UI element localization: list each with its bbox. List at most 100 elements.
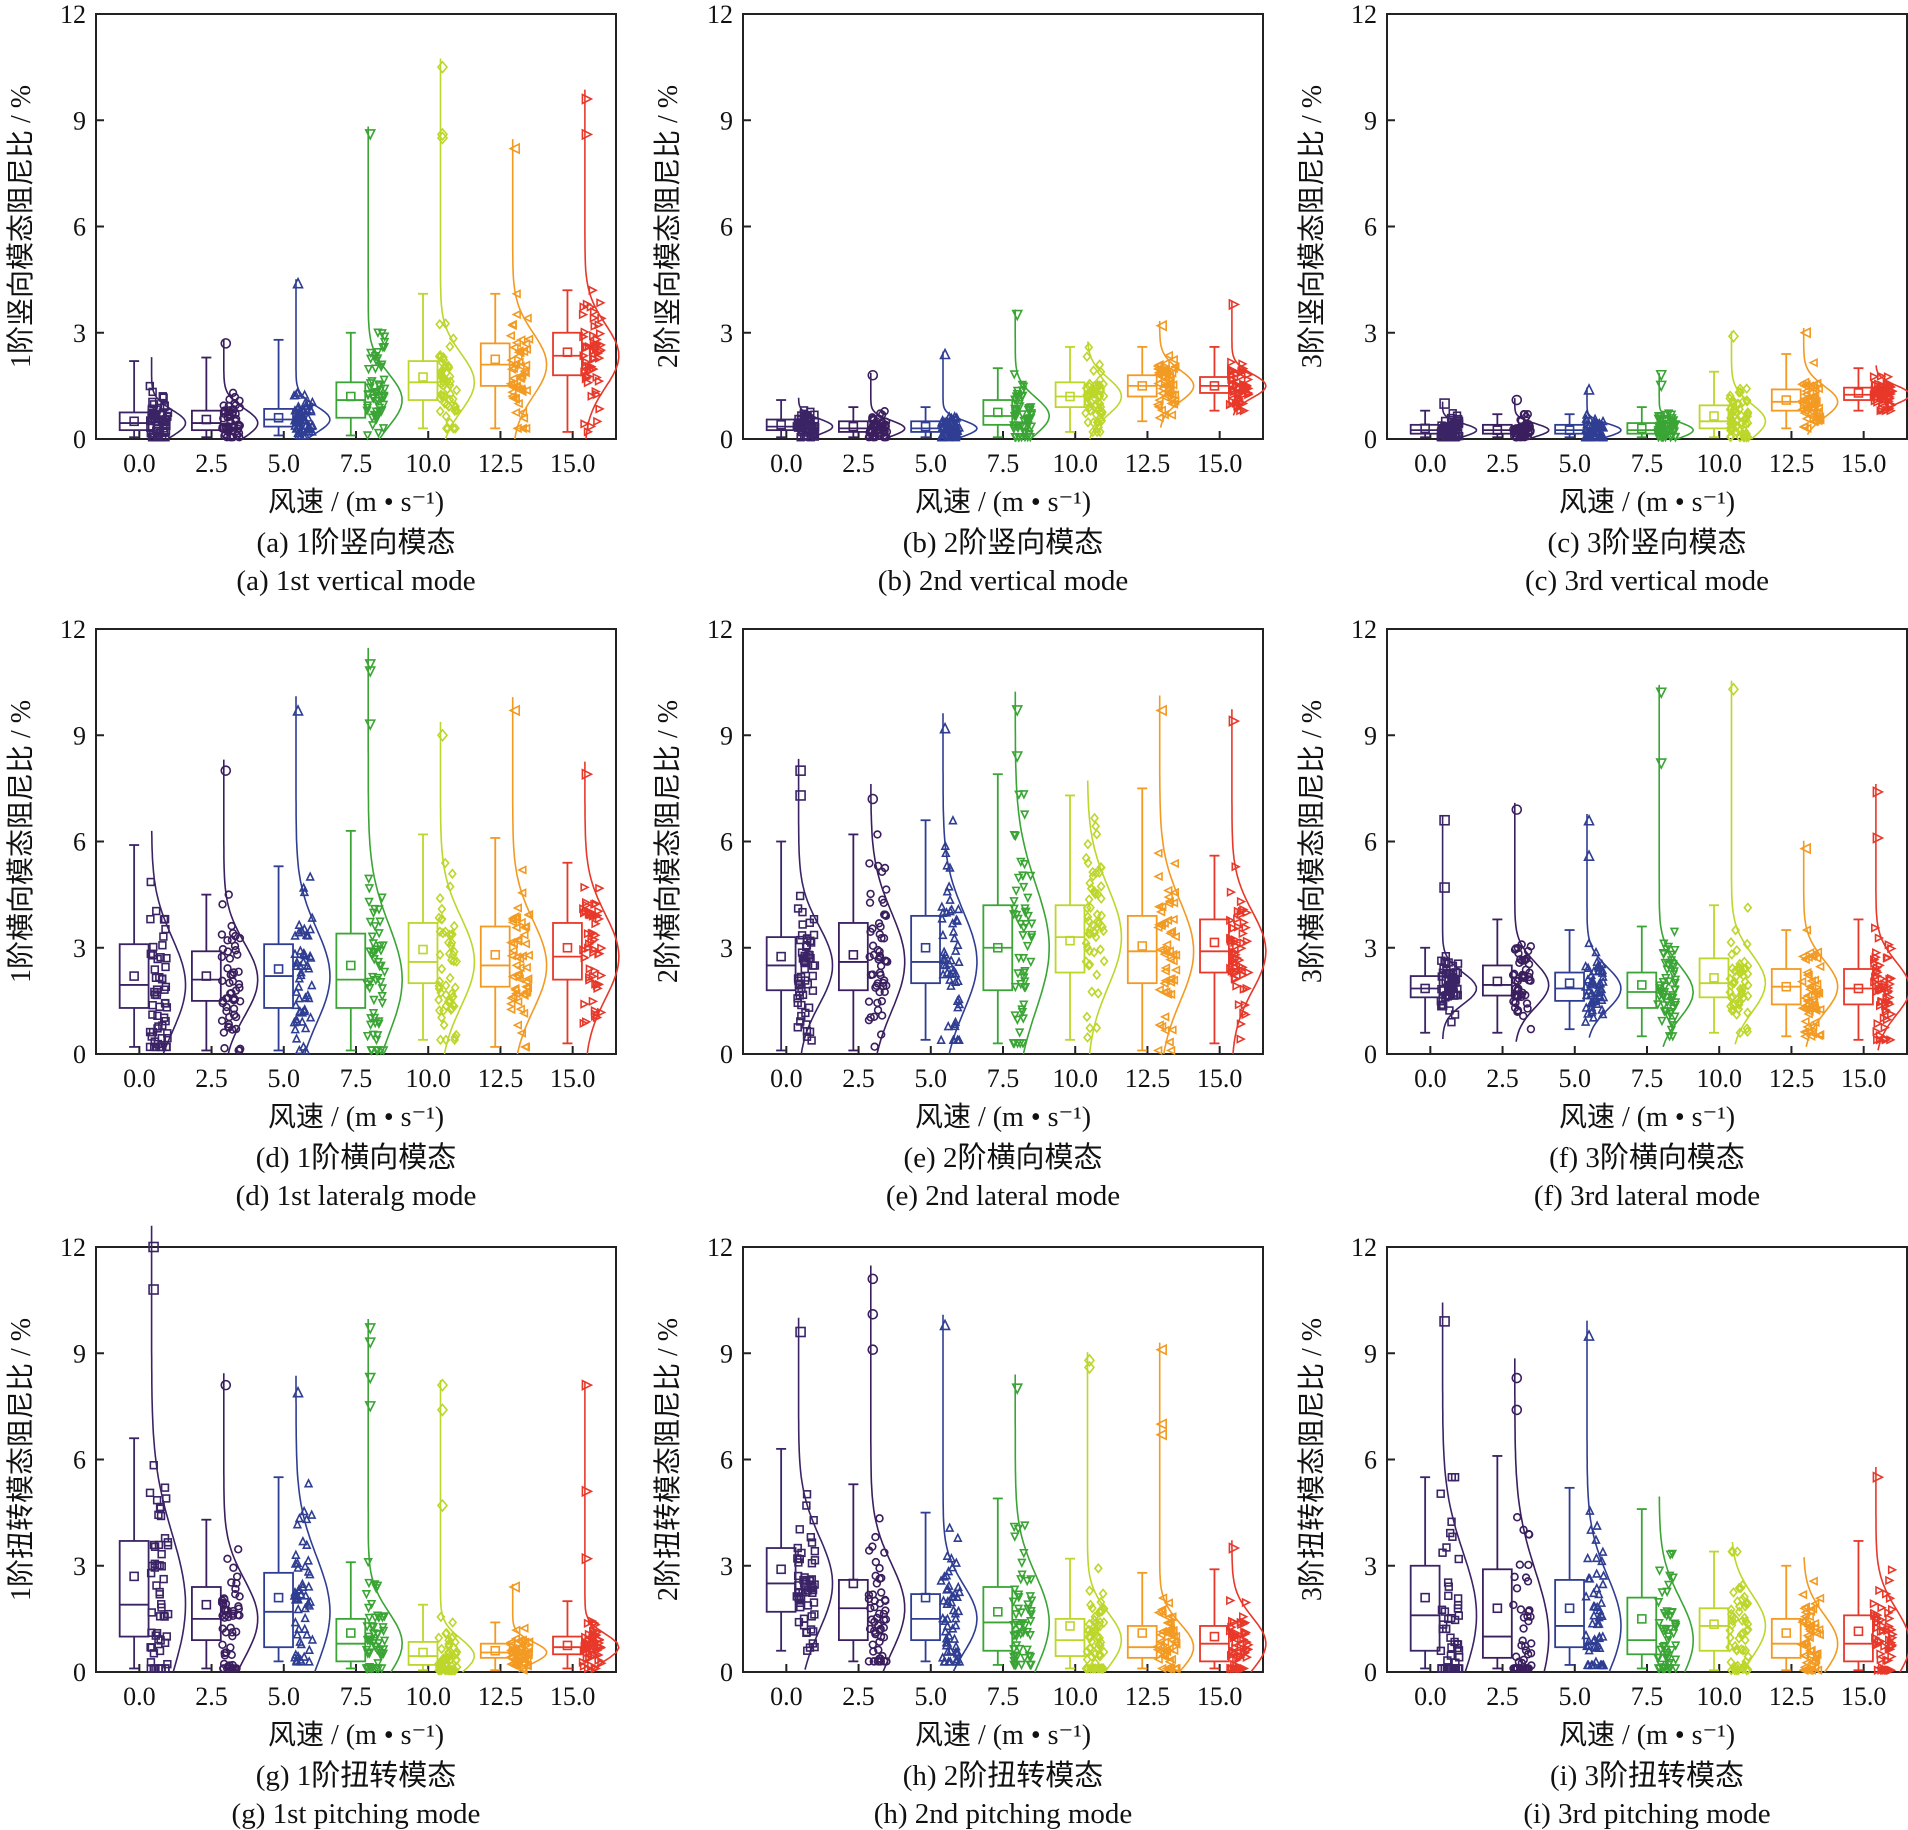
box-mean-marker [1420, 423, 1430, 434]
sample-point [1521, 1573, 1531, 1582]
sample-point [224, 890, 233, 899]
sample-point [1010, 1011, 1020, 1021]
sample-point [1166, 410, 1177, 420]
box-group-15.0 [1199, 298, 1267, 416]
outlier-point [939, 347, 951, 360]
sample-point [948, 967, 958, 977]
box-iqr [1409, 975, 1441, 999]
sample-point [1096, 862, 1106, 873]
box-group-2.5 [838, 369, 906, 442]
sample-point [1166, 926, 1177, 937]
sample-point [1239, 405, 1250, 416]
sample-point [871, 1629, 880, 1639]
sample-point [370, 1642, 381, 1653]
sample-point [1669, 962, 1679, 972]
sample-point [1454, 1554, 1463, 1564]
sample-point [218, 422, 227, 432]
sample-point [300, 1612, 310, 1623]
sample-point [1160, 966, 1170, 976]
sample-point [1800, 954, 1810, 965]
sample-point [1873, 1018, 1883, 1029]
sample-point [1097, 406, 1107, 418]
sample-point [864, 1590, 874, 1600]
sample-point [950, 413, 961, 423]
sample-point [1242, 1652, 1253, 1662]
outlier-point [1655, 687, 1668, 700]
box-group-2.5 [191, 759, 259, 1055]
outlier-point [1872, 832, 1885, 844]
sample-point [515, 962, 525, 973]
sample-point [1813, 403, 1824, 413]
sample-point [1887, 399, 1897, 410]
sample-point [1887, 1009, 1897, 1019]
panel-caption-en: (d) 1st lateralg mode [236, 1180, 477, 1212]
sample-point [1807, 1028, 1817, 1039]
sample-point [1152, 1045, 1163, 1056]
sample-point [299, 947, 309, 958]
sample-point [796, 422, 806, 431]
sample-point [368, 939, 378, 949]
sample-point [1094, 1639, 1104, 1650]
box-mean-marker [1564, 978, 1575, 988]
sample-point [1238, 359, 1248, 369]
sample-point [1452, 990, 1461, 1000]
outlier-point [220, 1379, 232, 1391]
box-iqr [1126, 1625, 1158, 1659]
box-mean-marker [201, 414, 212, 425]
sample-point [303, 1555, 313, 1565]
sample-point [1242, 380, 1252, 391]
sample-point [1664, 977, 1674, 987]
box-mean-marker [345, 391, 356, 402]
box-mean-marker [1853, 1626, 1864, 1637]
sample-point [513, 969, 523, 979]
sample-point [368, 1623, 379, 1633]
sample-point [1235, 382, 1245, 393]
sample-point [226, 970, 235, 979]
sample-point [219, 1594, 229, 1603]
sample-point [303, 1478, 314, 1488]
box-group-5.0 [263, 1375, 331, 1673]
sample-point [1225, 1626, 1236, 1636]
sample-point [516, 1640, 527, 1651]
sample-point [1162, 391, 1172, 401]
sample-point [793, 1023, 802, 1032]
sample-point [1598, 415, 1608, 426]
sample-point [364, 897, 374, 908]
sample-point [1804, 381, 1814, 391]
outlier-point [1155, 1343, 1167, 1356]
box-mean-marker [1209, 937, 1220, 948]
sample-point [160, 985, 169, 994]
sample-point [516, 917, 526, 928]
panel-caption-cn: (a) 1阶竖向模态 [257, 526, 456, 559]
sample-point [1874, 379, 1884, 389]
sample-point [292, 416, 303, 427]
sample-point [363, 1635, 374, 1645]
sample-point [809, 1598, 819, 1607]
x-tick-label: 2.5 [842, 449, 875, 478]
sample-point [298, 403, 308, 413]
sample-point [291, 999, 301, 1010]
box-group-5.0 [910, 347, 978, 442]
sample-point [1240, 1000, 1251, 1010]
sample-point [448, 333, 458, 344]
box-mean-marker [129, 1571, 139, 1582]
sample-point [450, 1034, 460, 1046]
sample-point [1580, 960, 1591, 971]
sample-point [1234, 999, 1245, 1010]
sample-point [1009, 370, 1019, 380]
sample-point [1093, 888, 1103, 900]
sample-point [793, 1554, 802, 1563]
outlier-point [1511, 1404, 1523, 1416]
sample-point [225, 1661, 234, 1670]
sample-point [1585, 978, 1596, 989]
sample-point [291, 1549, 301, 1559]
outlier-point [1155, 319, 1167, 332]
sample-point [1877, 974, 1887, 984]
sample-point [1735, 958, 1745, 970]
sample-point [948, 1604, 959, 1615]
sample-point [1887, 943, 1897, 954]
sample-point [1726, 418, 1736, 430]
sample-point [1517, 1641, 1526, 1650]
sample-point [1814, 961, 1825, 972]
